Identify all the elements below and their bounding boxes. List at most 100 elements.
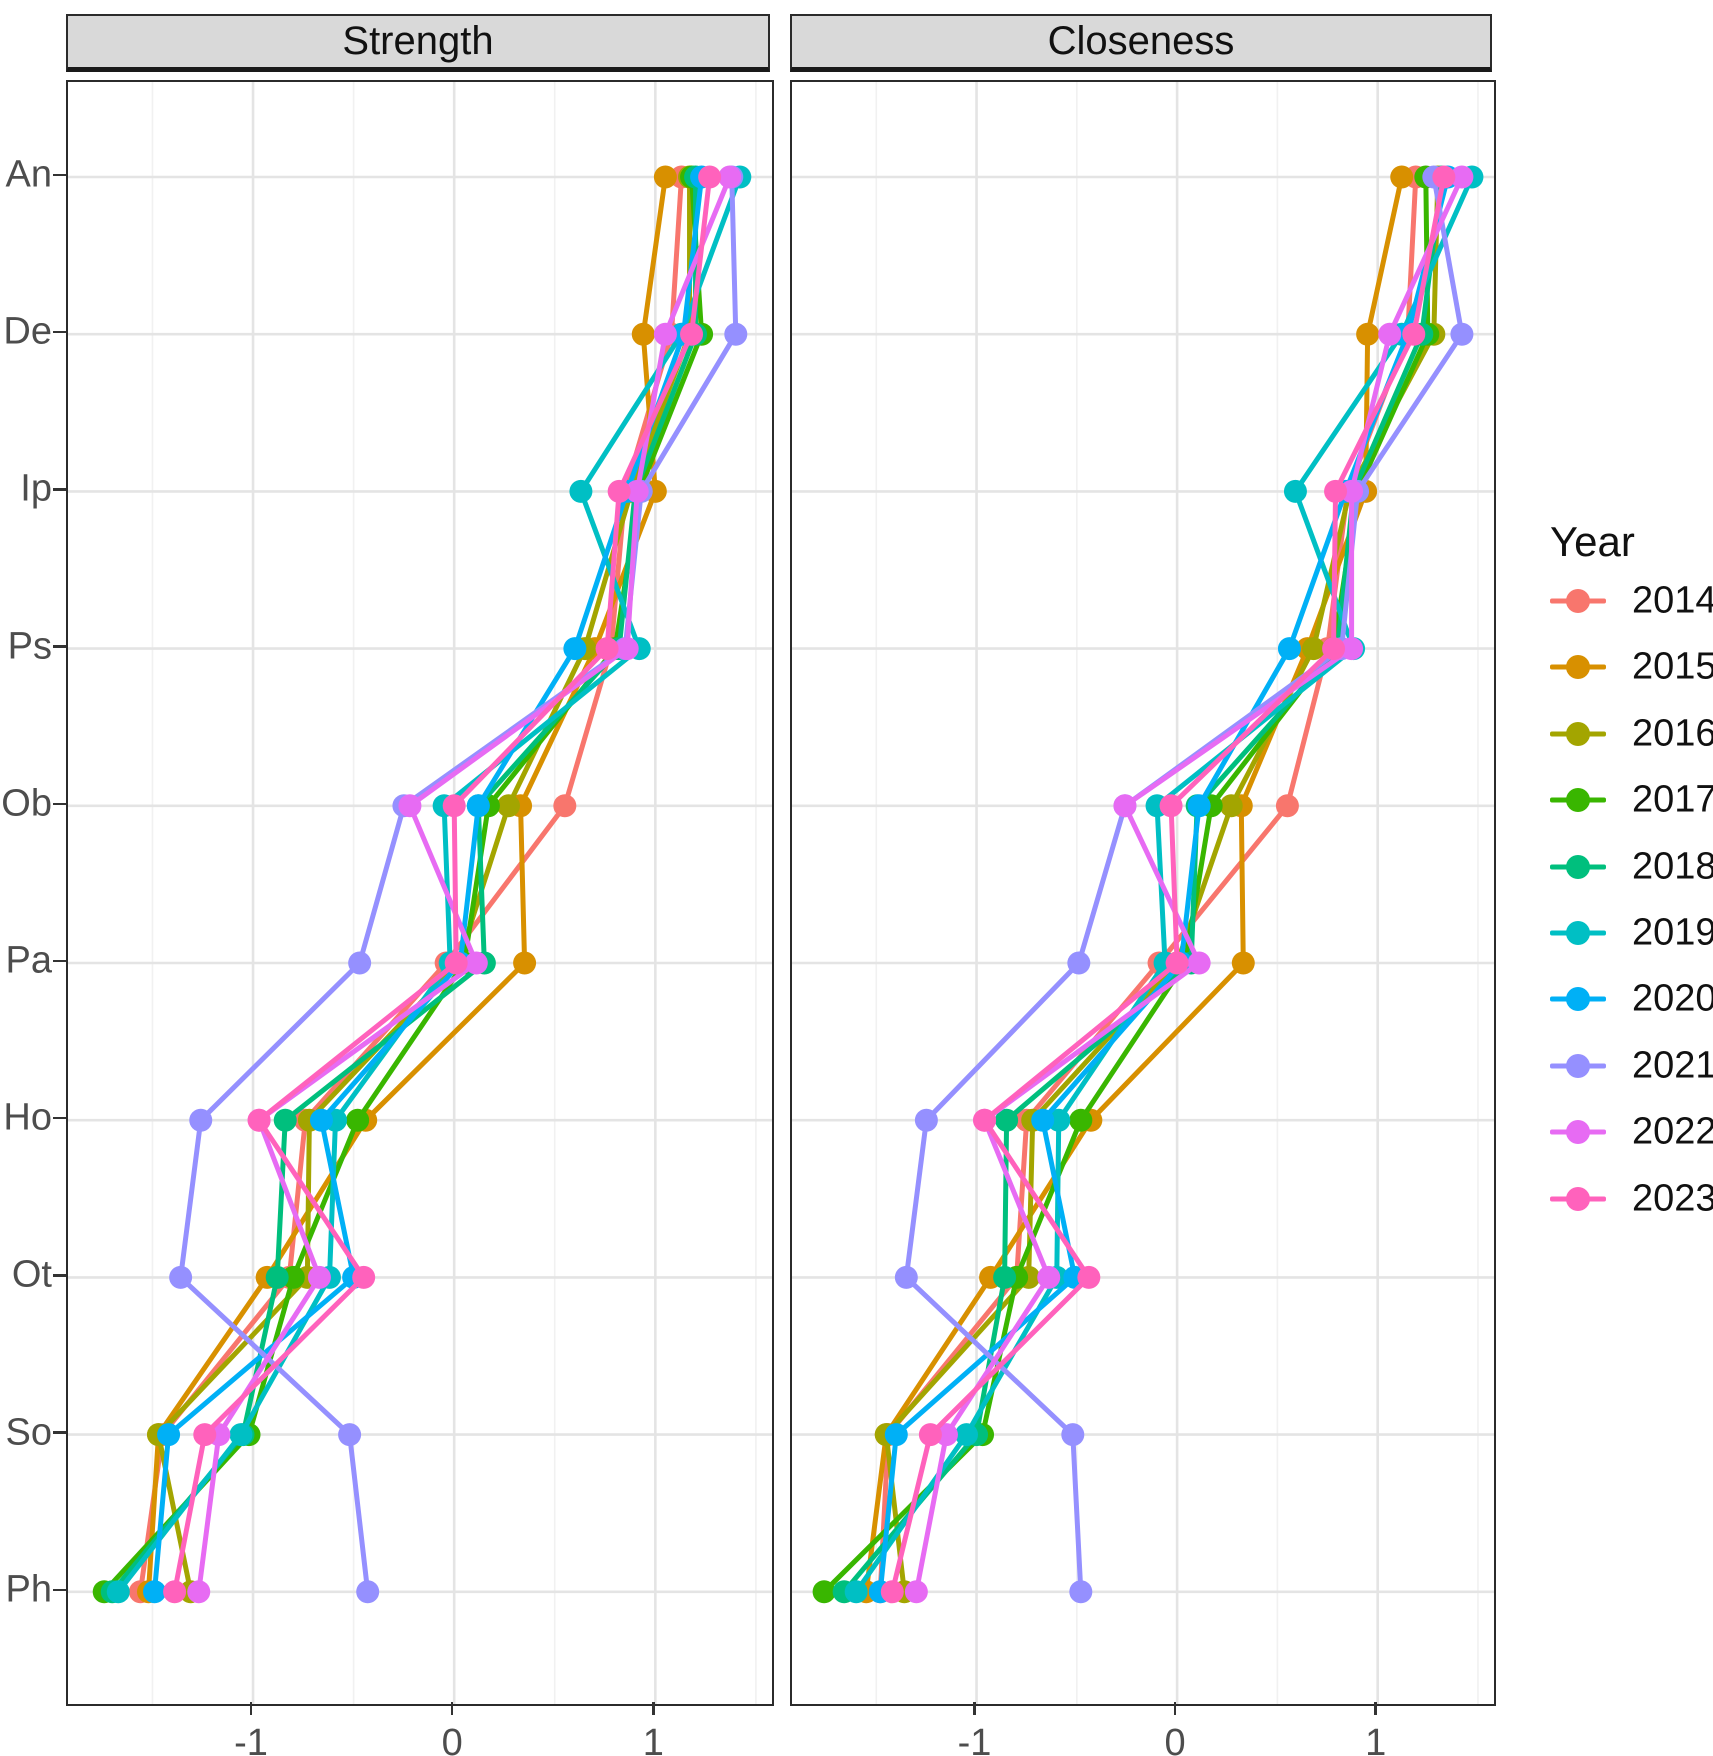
legend: Year 2014 2015 2016 2017 2018 2019 2020 2021 202… bbox=[1544, 512, 1713, 1252]
legend-entry-2014: 2014 bbox=[1544, 578, 1713, 624]
x-tick-label: 1 bbox=[642, 1722, 664, 1756]
y-axis-label: An bbox=[5, 153, 52, 196]
data-point-2022 bbox=[464, 951, 488, 975]
data-point-2019 bbox=[1283, 479, 1307, 503]
data-point-2022 bbox=[1378, 322, 1402, 346]
y-tick bbox=[53, 1116, 66, 1120]
y-tick bbox=[53, 1588, 66, 1592]
data-point-2018 bbox=[265, 1265, 289, 1289]
data-point-2023 bbox=[1322, 637, 1346, 661]
legend-swatch-dot-icon bbox=[1566, 1186, 1590, 1211]
legend-swatch-dot-icon bbox=[1566, 655, 1590, 680]
y-axis-label: Ot bbox=[11, 1253, 52, 1296]
data-point-2022 bbox=[1450, 165, 1474, 189]
strength-plot-area bbox=[68, 82, 772, 1704]
x-tick-label: -1 bbox=[957, 1722, 992, 1756]
legend-swatch-dot-icon bbox=[1566, 921, 1590, 945]
data-point-2022 bbox=[625, 479, 649, 503]
series-line-2023 bbox=[889, 174, 1447, 1595]
data-point-2023 bbox=[1077, 1265, 1101, 1289]
x-tick bbox=[652, 1702, 655, 1715]
data-point-2015 bbox=[631, 322, 655, 346]
legend-entry-2023: 2023 bbox=[1544, 1176, 1713, 1222]
x-tick bbox=[1173, 1702, 1177, 1715]
data-point-2016 bbox=[1219, 794, 1243, 818]
y-axis-label: Ho bbox=[3, 1096, 52, 1139]
legend-swatch-dot-icon bbox=[1566, 854, 1590, 879]
data-point-2017 bbox=[281, 1265, 305, 1289]
data-point-2021 bbox=[894, 1265, 918, 1289]
data-point-2021 bbox=[1061, 1423, 1085, 1447]
y-tick bbox=[53, 802, 66, 806]
data-point-2022 bbox=[1340, 637, 1364, 661]
legend-entry-2022: 2022 bbox=[1544, 1109, 1713, 1155]
data-point-2023 bbox=[247, 1108, 271, 1132]
data-point-2023 bbox=[163, 1580, 187, 1604]
series-line-2017 bbox=[821, 174, 1431, 1595]
data-point-2015 bbox=[653, 165, 677, 189]
data-point-2022 bbox=[307, 1265, 331, 1289]
data-point-2018 bbox=[995, 1108, 1019, 1132]
legend-swatch-dot-icon bbox=[1566, 788, 1590, 813]
data-point-2020 bbox=[1187, 794, 1211, 818]
data-point-2022 bbox=[653, 322, 677, 346]
data-point-2021 bbox=[169, 1265, 193, 1289]
data-point-2022 bbox=[1187, 951, 1211, 975]
series-line-2018 bbox=[109, 174, 699, 1595]
facet-strip-strength: Strength bbox=[66, 14, 770, 72]
x-tick bbox=[973, 1702, 976, 1715]
data-point-2021 bbox=[724, 322, 748, 346]
data-point-2022 bbox=[1340, 479, 1364, 503]
data-point-2021 bbox=[338, 1423, 362, 1447]
series-line-2022 bbox=[196, 174, 733, 1595]
data-point-2023 bbox=[352, 1265, 376, 1289]
y-tick bbox=[53, 645, 66, 648]
data-point-2015 bbox=[1231, 951, 1255, 975]
y-tick bbox=[53, 173, 66, 177]
data-point-2020 bbox=[884, 1423, 908, 1447]
data-point-2023 bbox=[607, 479, 631, 503]
legend-swatch-dot-icon bbox=[1566, 589, 1590, 613]
facet-title-closeness: Closeness bbox=[1047, 19, 1235, 63]
series-line-2014 bbox=[137, 174, 684, 1595]
series-line-2015 bbox=[863, 174, 1405, 1595]
legend-swatch-dot-icon bbox=[1566, 721, 1590, 746]
data-point-2021 bbox=[1069, 1580, 1093, 1604]
x-tick-label: 0 bbox=[441, 1722, 463, 1756]
data-point-2023 bbox=[1159, 794, 1183, 818]
x-tick-label: 0 bbox=[1164, 1722, 1186, 1756]
data-point-2014 bbox=[1275, 794, 1299, 818]
legend-swatch-dot-icon bbox=[1566, 1120, 1590, 1145]
legend-entry-label: 2015 bbox=[1632, 645, 1713, 688]
data-point-2017 bbox=[1069, 1108, 1093, 1132]
x-tick-label: 1 bbox=[1365, 1722, 1387, 1756]
data-point-2020 bbox=[1277, 637, 1301, 661]
data-point-2023 bbox=[1324, 479, 1348, 503]
x-tick bbox=[249, 1702, 253, 1715]
y-tick bbox=[53, 488, 66, 491]
y-axis-label: Ob bbox=[1, 782, 52, 825]
data-point-2022 bbox=[398, 794, 422, 818]
data-point-2017 bbox=[812, 1580, 836, 1604]
data-point-2022 bbox=[718, 165, 742, 189]
legend-entry-2021: 2021 bbox=[1544, 1043, 1713, 1089]
data-point-2019 bbox=[106, 1580, 130, 1604]
legend-entry-2019: 2019 bbox=[1544, 910, 1713, 956]
y-tick bbox=[53, 330, 66, 334]
x-tick bbox=[1374, 1702, 1377, 1715]
data-point-2020 bbox=[142, 1580, 166, 1604]
data-point-2019 bbox=[1047, 1108, 1071, 1132]
series-line-2021 bbox=[903, 174, 1465, 1595]
data-point-2023 bbox=[444, 951, 468, 975]
series-line-2021 bbox=[178, 174, 739, 1595]
data-point-2023 bbox=[1402, 322, 1426, 346]
series-line-2016 bbox=[156, 174, 693, 1595]
data-point-2015 bbox=[1390, 165, 1414, 189]
x-tick bbox=[450, 1702, 454, 1715]
panel-closeness bbox=[790, 80, 1496, 1706]
data-point-2021 bbox=[914, 1108, 938, 1132]
data-point-2019 bbox=[954, 1423, 978, 1447]
data-point-2021 bbox=[356, 1580, 380, 1604]
data-point-2020 bbox=[309, 1108, 333, 1132]
y-axis-label: Ps bbox=[7, 625, 52, 668]
